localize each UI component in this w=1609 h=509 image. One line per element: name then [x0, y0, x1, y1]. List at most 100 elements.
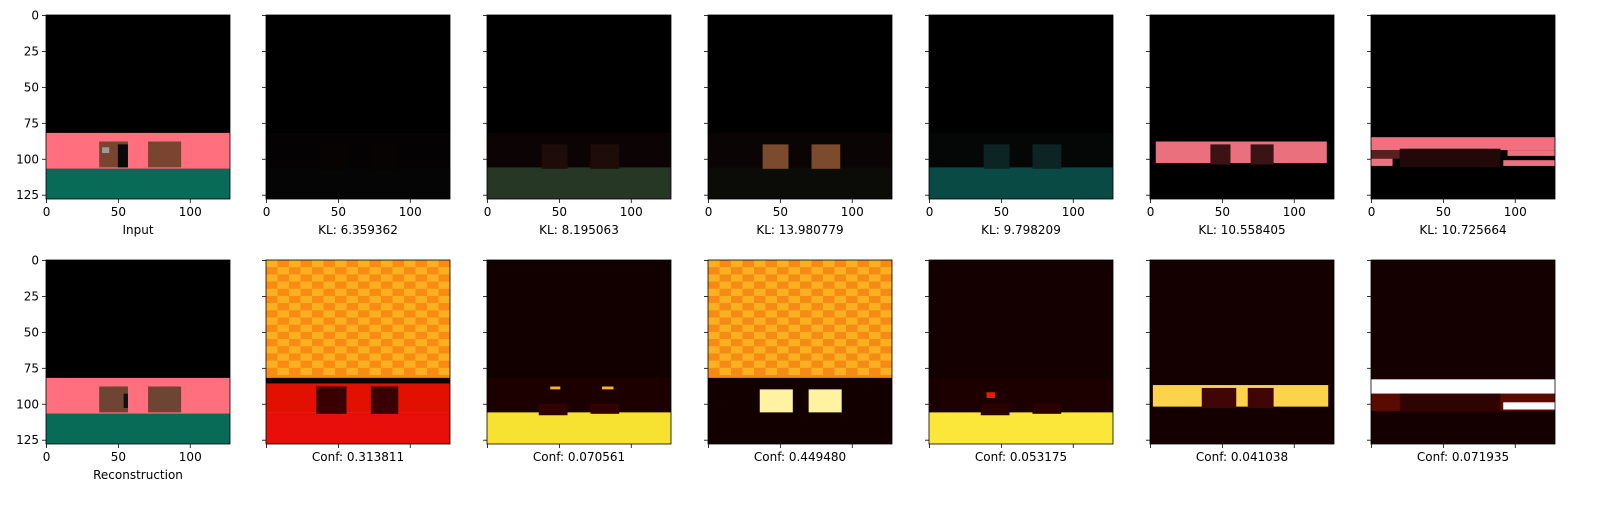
heat-cell	[289, 346, 301, 354]
heat-cell	[381, 274, 393, 282]
heat-cell	[800, 360, 812, 368]
heat-cell	[823, 346, 835, 354]
heat-cell	[323, 353, 335, 361]
heat-cell	[765, 353, 777, 361]
heat-wall	[1152, 385, 1329, 407]
bottom-panel-0: 0 25 50 75 100 125 0 50 100 Reconstruction	[16, 254, 231, 482]
heat-cell	[300, 367, 312, 375]
heat-cell	[277, 324, 289, 332]
wall-band	[266, 132, 450, 168]
heat-cell	[381, 303, 393, 311]
heat-cell	[415, 353, 427, 361]
axes-frame	[45, 259, 231, 445]
heat-spot	[602, 386, 614, 390]
object-right	[148, 386, 182, 413]
heat-cell	[719, 324, 731, 332]
axes-frame	[1149, 14, 1335, 200]
heat-cell	[335, 288, 347, 296]
heat-cell	[777, 346, 789, 354]
heat-cell	[312, 331, 324, 340]
heat-cell	[266, 260, 278, 268]
heat-cell	[438, 267, 450, 275]
heat-cell	[834, 295, 846, 304]
heat-cell	[266, 274, 278, 282]
heat-cell	[708, 274, 720, 282]
background	[1371, 15, 1555, 199]
heat-floor	[929, 412, 1113, 444]
x-tick-label: 0	[705, 205, 713, 219]
heat-object-right	[370, 386, 399, 414]
heat-cell	[834, 281, 846, 289]
heat-cell	[381, 331, 393, 340]
heat-cell	[788, 310, 800, 318]
y-tick-label: 50	[24, 325, 39, 339]
y-tick-label: 75	[24, 116, 39, 130]
heat-cell	[834, 310, 846, 318]
heat-cell	[289, 303, 301, 311]
heat-cell	[277, 310, 289, 318]
heat-cell	[369, 267, 381, 275]
heat-cell	[289, 360, 301, 368]
heat-wall	[487, 377, 671, 413]
heat-cell	[312, 288, 324, 296]
heat-cell	[312, 317, 324, 325]
heat-cell	[834, 367, 846, 375]
heat-cell	[788, 295, 800, 304]
y-tick-label: 50	[24, 80, 39, 94]
heat-cell	[312, 303, 324, 311]
heat-cell	[277, 353, 289, 361]
heat-cell	[427, 303, 439, 311]
heat-object-left	[1201, 387, 1237, 409]
x-tick-label: 100	[179, 205, 202, 219]
heat-cell	[415, 281, 427, 289]
heat-cell	[312, 274, 324, 282]
heat-cell	[823, 260, 835, 268]
heat-cell	[719, 295, 731, 304]
heat-cell	[846, 331, 858, 340]
heat-cell	[335, 260, 347, 268]
x-tick-label: 0	[1368, 205, 1376, 219]
heat-cell	[358, 360, 370, 368]
heat-cell	[834, 267, 846, 275]
heat-cell	[719, 353, 731, 361]
heat-cell	[788, 367, 800, 375]
heat-cell	[392, 267, 404, 275]
heat-cell	[427, 288, 439, 296]
x-tick-label: 50	[1215, 205, 1230, 219]
wall-band	[46, 377, 230, 414]
heat-cell	[765, 267, 777, 275]
heat-cell	[369, 281, 381, 289]
wall-band	[1371, 137, 1555, 151]
heat-cell	[857, 353, 869, 361]
heat-cell	[266, 288, 278, 296]
object-right	[148, 141, 182, 168]
x-tick-label: 50	[331, 205, 346, 219]
top-panel-3: 0 50 100 KL: 13.980779	[704, 14, 893, 237]
heat-spot	[986, 392, 996, 398]
heat-cell	[754, 288, 766, 296]
bottom-panel-3: Conf: 0.449480	[704, 259, 893, 464]
heat-cell	[266, 317, 278, 325]
wall-band-lower-right	[1503, 160, 1555, 166]
heat-cell	[346, 339, 358, 347]
panel-label: KL: 13.980779	[756, 223, 843, 237]
object-left	[320, 144, 347, 169]
heat-cell	[346, 281, 358, 289]
heat-cell	[857, 339, 869, 347]
heat-cell	[289, 331, 301, 340]
heat-cell	[300, 295, 312, 304]
heat-cell	[765, 295, 777, 304]
heat-cell	[369, 353, 381, 361]
heat-cell	[381, 360, 393, 368]
heat-cell	[438, 339, 450, 347]
object-right	[1250, 144, 1274, 165]
heat-cell	[765, 339, 777, 347]
heat-cell	[846, 303, 858, 311]
x-tick-label: 50	[1436, 205, 1451, 219]
heat-cell	[869, 303, 881, 311]
x-tick-label: 100	[620, 205, 643, 219]
heat-cell	[823, 317, 835, 325]
heat-cell	[731, 274, 743, 282]
heat-cell	[427, 317, 439, 325]
heat-cell	[708, 360, 720, 368]
